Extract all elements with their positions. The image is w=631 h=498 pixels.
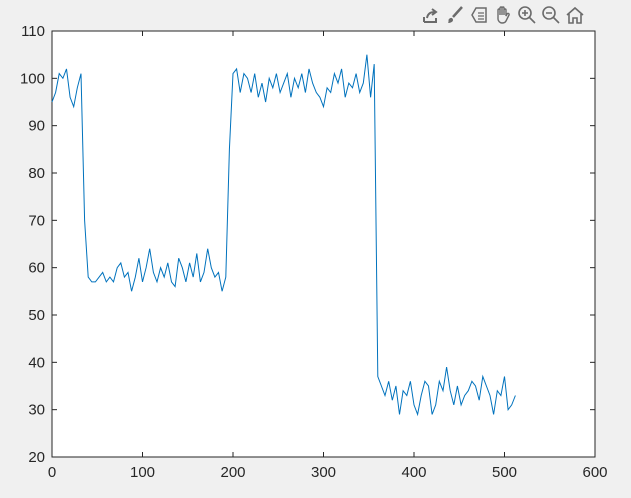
- y-tick-label: 80: [28, 165, 45, 182]
- brush-icon[interactable]: [444, 4, 466, 26]
- x-tick-label: 600: [582, 464, 607, 481]
- data-tips-icon[interactable]: [468, 4, 490, 26]
- y-tick-label: 50: [28, 307, 45, 324]
- y-tick-label: 40: [28, 354, 45, 371]
- y-tick-label: 70: [28, 212, 45, 229]
- x-tick-label: 200: [220, 464, 245, 481]
- x-tick-label: 300: [311, 464, 336, 481]
- zoom-in-icon[interactable]: [516, 4, 538, 26]
- zoom-out-icon[interactable]: [540, 4, 562, 26]
- y-tick-label: 60: [28, 260, 45, 277]
- y-tick-label: 110: [21, 23, 45, 40]
- y-tick-label: 90: [28, 118, 45, 135]
- y-tick-label: 100: [20, 70, 45, 87]
- y-tick-label: 30: [28, 402, 45, 419]
- home-icon[interactable]: [564, 4, 586, 26]
- y-tick-label: 20: [28, 449, 45, 466]
- axes-box: [51, 30, 596, 458]
- figure-toolbar: [420, 4, 586, 28]
- x-tick-label: 400: [401, 464, 426, 481]
- export-icon[interactable]: [420, 4, 442, 26]
- x-tick-label: 100: [130, 464, 155, 481]
- pan-icon[interactable]: [492, 4, 514, 26]
- x-tick-label: 0: [48, 464, 56, 481]
- series-line: [51, 54, 516, 417]
- x-tick-label: 500: [492, 464, 517, 481]
